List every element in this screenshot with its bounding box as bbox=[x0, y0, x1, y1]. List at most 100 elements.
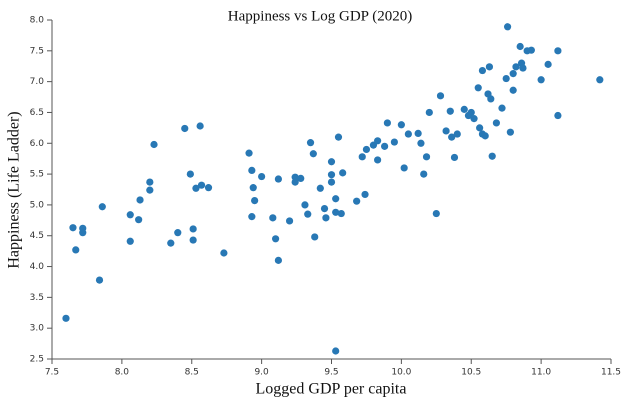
point bbox=[181, 124, 189, 133]
y-tick-label: 2.5 bbox=[30, 355, 44, 365]
point bbox=[327, 158, 336, 166]
point bbox=[135, 216, 143, 224]
point bbox=[503, 23, 512, 31]
y-tick-label: 5.5 bbox=[30, 170, 44, 180]
point bbox=[432, 209, 440, 218]
point bbox=[478, 66, 487, 75]
point bbox=[327, 171, 336, 179]
point bbox=[381, 142, 389, 150]
point bbox=[417, 139, 425, 147]
point bbox=[527, 46, 535, 54]
point bbox=[146, 186, 154, 194]
point bbox=[197, 181, 206, 189]
chart-title: Happiness vs Log GDP (2020) bbox=[228, 8, 412, 24]
point bbox=[481, 132, 489, 140]
point bbox=[150, 140, 158, 149]
point bbox=[422, 153, 431, 161]
point bbox=[189, 225, 197, 233]
point bbox=[512, 63, 520, 71]
y-tick-label: 6.0 bbox=[30, 139, 45, 149]
point bbox=[332, 195, 340, 203]
point bbox=[126, 237, 134, 245]
point bbox=[339, 169, 347, 177]
point bbox=[316, 184, 324, 192]
point bbox=[301, 201, 309, 209]
point bbox=[474, 84, 482, 92]
point bbox=[596, 76, 604, 84]
point bbox=[425, 108, 433, 117]
y-tick-label: 5.0 bbox=[30, 200, 45, 210]
point bbox=[245, 149, 253, 157]
point bbox=[453, 130, 461, 138]
y-tick-label: 4.5 bbox=[30, 231, 44, 241]
point bbox=[487, 95, 495, 103]
point bbox=[79, 229, 87, 237]
point bbox=[291, 178, 299, 186]
point bbox=[467, 108, 475, 117]
point bbox=[186, 170, 194, 178]
point bbox=[332, 208, 340, 216]
point bbox=[311, 233, 319, 241]
point bbox=[485, 63, 494, 71]
point bbox=[448, 133, 456, 141]
point bbox=[332, 347, 340, 355]
point bbox=[274, 175, 282, 183]
point bbox=[304, 210, 312, 218]
point bbox=[404, 130, 412, 138]
point bbox=[476, 124, 484, 132]
y-tick-label: 4.0 bbox=[30, 262, 45, 272]
point bbox=[516, 42, 524, 51]
point bbox=[400, 164, 408, 172]
x-axis-label: Logged GDP per capita bbox=[256, 381, 407, 398]
point bbox=[167, 239, 175, 247]
point bbox=[272, 235, 280, 243]
point bbox=[189, 236, 197, 244]
point bbox=[174, 229, 182, 237]
y-tick-label: 7.5 bbox=[30, 46, 44, 56]
point bbox=[353, 197, 361, 205]
point bbox=[306, 139, 315, 147]
point bbox=[509, 70, 517, 78]
point bbox=[62, 314, 70, 322]
point bbox=[362, 145, 371, 154]
x-tick-label: 8.0 bbox=[115, 368, 130, 378]
point bbox=[69, 224, 77, 232]
y-tick-label: 8.0 bbox=[30, 16, 45, 26]
point bbox=[446, 107, 454, 115]
point bbox=[436, 92, 445, 100]
point bbox=[337, 209, 345, 218]
point bbox=[72, 246, 80, 254]
point bbox=[274, 256, 282, 264]
point bbox=[537, 76, 545, 84]
point bbox=[309, 150, 317, 158]
y-axis-label: Happiness (Life Ladder) bbox=[6, 111, 23, 268]
y-tick-label: 3.0 bbox=[30, 324, 45, 334]
x-tick-label: 11.0 bbox=[531, 368, 551, 378]
point bbox=[249, 184, 257, 192]
point bbox=[334, 133, 343, 141]
point bbox=[291, 173, 299, 181]
x-tick-label: 8.5 bbox=[185, 368, 199, 378]
point bbox=[95, 276, 104, 284]
point bbox=[358, 153, 366, 161]
point bbox=[285, 217, 294, 225]
point bbox=[383, 119, 391, 127]
point bbox=[361, 190, 369, 199]
x-tick-label: 10.0 bbox=[391, 368, 411, 378]
point bbox=[492, 119, 501, 127]
point bbox=[320, 205, 329, 213]
point bbox=[327, 178, 336, 186]
point bbox=[204, 184, 213, 192]
x-tick-label: 9.0 bbox=[254, 368, 269, 378]
point bbox=[251, 196, 259, 205]
x-tick-label: 7.5 bbox=[45, 368, 59, 378]
point bbox=[192, 184, 200, 192]
x-tick-label: 9.5 bbox=[324, 368, 338, 378]
point bbox=[488, 152, 496, 160]
point bbox=[126, 211, 134, 219]
point bbox=[136, 196, 144, 204]
point bbox=[374, 156, 382, 164]
point bbox=[397, 121, 405, 129]
point bbox=[509, 86, 517, 94]
point bbox=[420, 170, 428, 178]
